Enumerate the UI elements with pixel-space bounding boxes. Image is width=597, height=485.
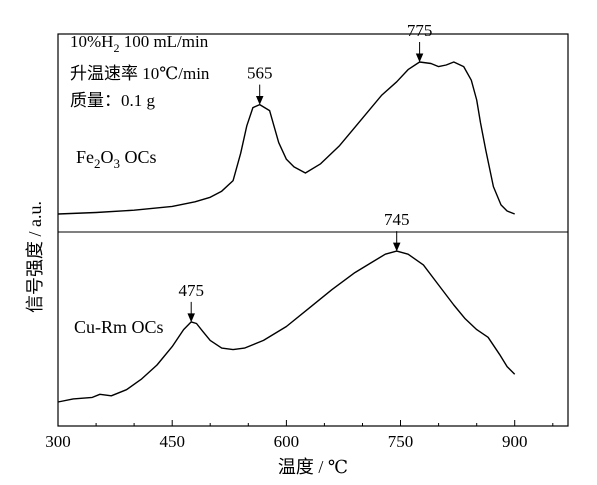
x-tick-label: 750 xyxy=(388,432,414,451)
condition-line-2: 升温速率 10℃/min xyxy=(70,64,210,83)
peak-arrow-head xyxy=(392,242,401,252)
fe2o3-label-part: O xyxy=(101,147,114,167)
condition-line-1: 10%H2 100 mL/min xyxy=(70,32,209,55)
x-tick-label: 450 xyxy=(159,432,185,451)
series-line-panel-1 xyxy=(57,61,515,215)
peak-annotations: 565 775 475 745 xyxy=(178,21,433,323)
peak-arrow-head xyxy=(187,313,195,323)
peak-label: 775 xyxy=(407,21,433,40)
peak-arrow-head xyxy=(255,96,264,105)
cu-rm-panel-label: Cu-Rm OCs xyxy=(74,317,164,337)
fe2o3-label-part: Fe xyxy=(76,147,94,167)
peak-arrow-head xyxy=(415,53,424,63)
fe2o3-label-part: 2 xyxy=(94,156,101,171)
condition-line-1-prefix: 10%H xyxy=(70,32,113,51)
plot-frame xyxy=(57,33,569,427)
peak-label: 745 xyxy=(384,210,410,229)
fe2o3-label-part: 3 xyxy=(114,156,121,171)
series-layer xyxy=(57,61,516,403)
peak-label: 475 xyxy=(178,281,204,300)
fe2o3-label-part: OCs xyxy=(120,147,157,167)
x-axis-title: 温度 / ℃ xyxy=(278,457,348,477)
series-line-panel-2 xyxy=(57,250,516,403)
fe2o3-panel-label: Fe2O3 OCs xyxy=(76,147,157,171)
x-tick-label: 600 xyxy=(274,432,300,451)
condition-line-1-sub: 2 xyxy=(113,41,119,55)
peak-label: 565 xyxy=(247,64,273,83)
condition-line-1-suffix: 100 mL/min xyxy=(119,32,208,51)
x-axis-ticks: 300 450 600 750 900 xyxy=(45,420,554,451)
y-axis-title: 信号强度 / a.u. xyxy=(25,201,45,313)
x-tick-label: 900 xyxy=(502,432,528,451)
condition-line-3: 质量：0.1 g xyxy=(70,91,155,110)
x-tick-label: 300 xyxy=(45,432,71,451)
